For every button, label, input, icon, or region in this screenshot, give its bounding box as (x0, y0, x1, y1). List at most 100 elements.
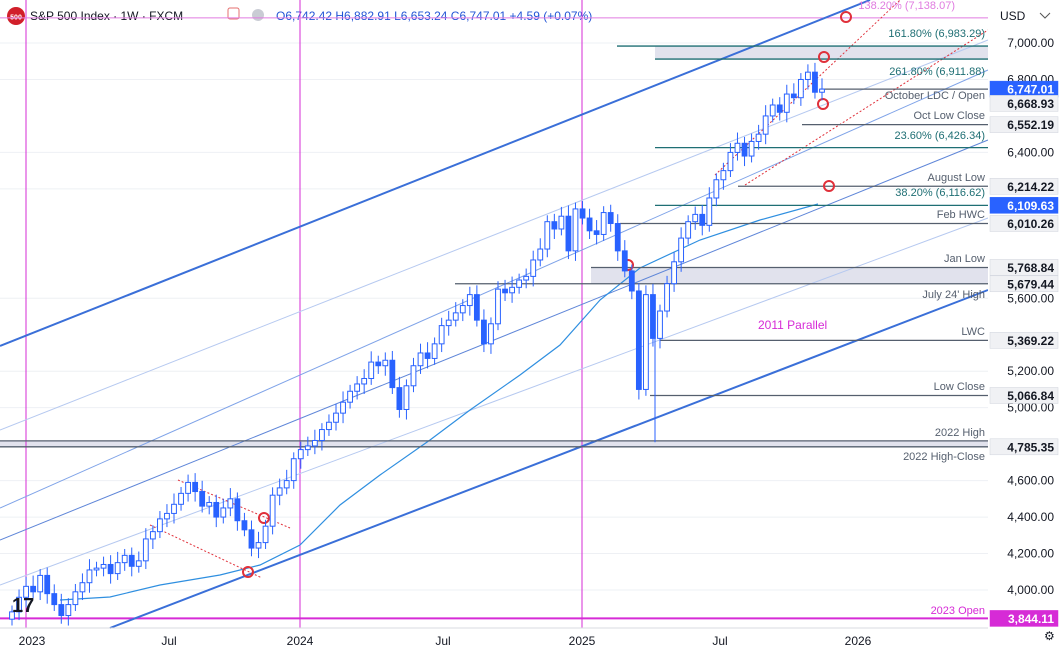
chart-title: S&P 500 Index · 1W · FXCM (30, 9, 183, 23)
price-tag-box (989, 178, 1059, 195)
candle-body (220, 507, 227, 518)
x-tick-label: Jul (435, 634, 450, 648)
level-label: Feb HWC (937, 209, 985, 221)
y-tick-label: 5,600.00 (1007, 291, 1054, 305)
candle-body (643, 294, 649, 390)
x-tick-label: 2023 (19, 634, 46, 648)
y-tick-label: 6,400.00 (1007, 145, 1054, 159)
price-tag-label: 6,747.01 (1007, 83, 1054, 97)
candle-body (276, 487, 283, 496)
candle-body (72, 591, 79, 606)
candle-body (558, 215, 565, 230)
level-label: 161.80% (6,983.29) (888, 28, 985, 40)
candle-body (664, 283, 670, 312)
candle-body (445, 319, 452, 327)
level-label: July 24' High (922, 289, 985, 301)
candle-body (551, 221, 558, 230)
price-tag-box (989, 332, 1059, 349)
candle-body (368, 361, 375, 379)
candle-body (79, 582, 86, 593)
price-tag-label: 4,785.35 (1007, 440, 1054, 454)
price-tag-box (989, 197, 1059, 214)
pivot-marker (242, 566, 254, 578)
candle-body (107, 563, 114, 575)
price-tag-box (989, 275, 1059, 293)
pivot-marker (840, 11, 852, 23)
visibility-toggle-icon[interactable] (252, 9, 264, 21)
level-label: 23.60% (6,426.34) (894, 130, 985, 142)
price-tag-label: 6,214.22 (1007, 180, 1054, 194)
level-label: October LDC / Open (885, 90, 985, 102)
candle-body (783, 93, 790, 113)
candle-body (586, 217, 593, 232)
inner-channel-line (0, 39, 989, 431)
candle-body (657, 310, 663, 339)
candle-body (311, 439, 318, 447)
level-label: 138.20% (7,138.07) (858, 0, 955, 12)
candle-body (685, 221, 692, 239)
candle-body (326, 421, 332, 431)
candle-body (495, 288, 501, 325)
level-label: LWC (961, 326, 985, 338)
flag-icon[interactable] (227, 7, 240, 20)
y-tick-label: 4,400.00 (1007, 510, 1054, 524)
candle-body (424, 352, 431, 359)
price-tag-label: 5,768.84 (1007, 261, 1054, 275)
candle-body (565, 215, 572, 252)
candle-body (720, 170, 727, 181)
x-tick-label: Jul (161, 634, 176, 648)
candle-body (333, 412, 339, 423)
candle-body (178, 492, 184, 505)
price-tag-box (989, 215, 1059, 232)
candle-body (403, 385, 410, 410)
candle-body (248, 529, 255, 549)
candle-body (206, 501, 213, 507)
candle-body (713, 179, 720, 199)
moving-average-line (59, 203, 819, 601)
candle-body (755, 133, 762, 142)
candle-body (537, 248, 544, 261)
candle-body (812, 71, 818, 93)
candle-body (579, 208, 586, 219)
candle-body (678, 237, 685, 263)
candle-body (58, 604, 65, 617)
candle-body (65, 604, 72, 617)
candle-body (30, 585, 37, 593)
candle-body (699, 213, 706, 226)
candle-body (185, 481, 191, 494)
candle-body (621, 250, 628, 272)
level-label: 261.80% (6,911.88) (889, 66, 985, 78)
candle-body (213, 501, 220, 518)
candle-body (396, 387, 403, 410)
candle-body (149, 531, 156, 540)
candle-body (297, 449, 304, 460)
chevron-down-icon[interactable] (1039, 12, 1051, 19)
candle-body (157, 518, 163, 533)
candle-body (790, 93, 797, 99)
candle-body (417, 352, 424, 367)
candle-body (600, 212, 607, 235)
candle-body (262, 525, 269, 544)
candle-body (375, 361, 382, 367)
pivot-marker (258, 512, 270, 524)
candle-body (354, 383, 361, 392)
price-tag-label: 5,369.22 (1007, 334, 1054, 348)
candle-body (142, 538, 149, 562)
x-tick-label: 2024 (287, 634, 314, 648)
settings-gear-icon[interactable]: ⚙ (1044, 629, 1055, 643)
price-tag-box (989, 610, 1059, 627)
candle-body (410, 365, 417, 387)
upper-channel-line (0, 0, 871, 347)
candle-body (488, 323, 494, 345)
candle-body (509, 286, 515, 294)
candle-body (340, 401, 346, 414)
level-label: 2022 High (935, 427, 985, 439)
candle-body (607, 212, 614, 225)
candle-body (93, 567, 100, 571)
price-tag-label: 3,844.11 (1008, 612, 1054, 626)
2011-parallel-line (0, 139, 989, 541)
candle-body (241, 520, 248, 531)
price-tag-box (989, 387, 1059, 404)
candle-body (16, 596, 22, 613)
